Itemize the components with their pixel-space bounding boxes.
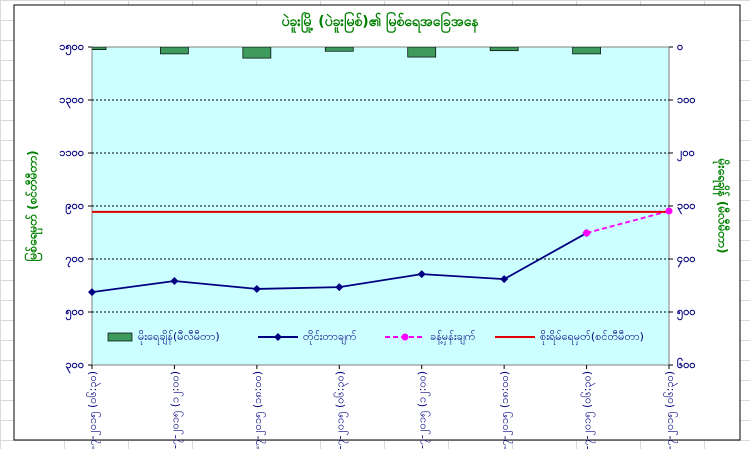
chart-title: ပဲခူးမြို့ (ပဲခူးမြစ်)၏ မြစ်ရေအခြေအနေ <box>281 12 479 33</box>
y-tick-label: ၁၅၀၀ <box>59 40 84 56</box>
legend-label: ခန့်မှန်းချက် <box>430 330 476 345</box>
x-tick-label: ၂၁-၇-၂၀၁၅ (၀၆:၃၀) <box>86 371 101 449</box>
y-tick-label: ၉၀၀ <box>65 199 84 215</box>
marker <box>170 276 179 285</box>
bar <box>160 47 189 55</box>
bar <box>407 47 437 58</box>
y2-tick-label: ၄၀၀ <box>677 252 696 268</box>
y-tick-label: ၅၀၀ <box>65 305 84 321</box>
marker <box>252 284 261 293</box>
marker <box>665 207 673 215</box>
y2-tick-label: ၃၀၀ <box>677 199 696 215</box>
y2-tick-label: ၁၀၀ <box>677 93 696 106</box>
y-tick-label: ၁၁၀၀ <box>59 146 84 159</box>
y-tick-label: ၁၃၀၀ <box>59 93 84 109</box>
x-tick-label: ၂၂-၇-၂၀၁၅ (၁၂:၀၀) <box>416 371 431 449</box>
x-tick-label: ၂၂-၇-၂၀၁၅ (၁၈:၀၀) <box>498 371 513 449</box>
marker <box>583 229 591 237</box>
bar <box>92 47 107 50</box>
y2-tick-label: ၀ <box>677 40 683 53</box>
x-tick-label: ၂၄-၇-၂၀၁၅ (၀၆:၃၀) <box>663 371 678 449</box>
y-tick-label: ၃၀၀ <box>65 358 84 374</box>
legend-marker <box>274 333 282 341</box>
bar <box>489 47 519 52</box>
marker <box>500 275 509 284</box>
legend-swatch <box>107 332 133 342</box>
bar <box>572 47 601 55</box>
y-axis-title: မြစ်ရေမှတ် (စင်တီမီတာ) <box>23 150 44 261</box>
line <box>586 210 669 234</box>
x-tick-label: ၂၂-၇-၂၀၁၅ (၀၆:၃၀) <box>333 371 348 449</box>
x-tick-label: ၂၁-၇-၂၀၁၅ (၁၈:၀၀) <box>251 371 266 449</box>
bar <box>324 47 354 52</box>
x-tick-label: ၂၃-၇-၂၀၁၅ (၀၆:၃၀) <box>581 371 596 449</box>
bar <box>242 47 272 59</box>
marker <box>335 283 344 292</box>
y2-tick-label: ၂၀၀ <box>677 146 695 162</box>
legend-label: စိုးရိမ်ရေမှတ်(စင်တီမီတာ) <box>540 330 644 345</box>
legend-label: တိုင်းတာချက် <box>303 330 357 345</box>
marker <box>417 270 426 279</box>
y2-axis-title: မိုးရေချိန် (မီလီမီတာ) <box>712 158 732 254</box>
y2-tick-label: ၅၀၀ <box>677 305 696 321</box>
y2-tick-label: ၆၀၀ <box>677 358 696 371</box>
legend-marker <box>401 333 409 341</box>
marker <box>88 288 96 297</box>
y-tick-label: ၇၀၀ <box>65 252 84 268</box>
legend-label: မိုးရေချိန်(မီလီမီတာ) <box>138 330 220 345</box>
x-tick-label: ၂၁-၇-၂၀၁၅ (၁၂:၀၀) <box>168 371 183 449</box>
